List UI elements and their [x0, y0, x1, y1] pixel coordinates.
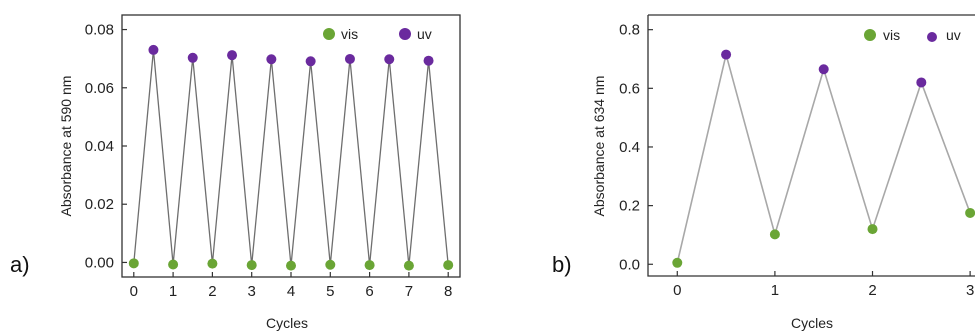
data-point-uv: [266, 54, 277, 65]
plot-frame-a: [121, 14, 461, 278]
legend-marker-uv-b: [927, 32, 937, 42]
y-tick-label: 0.8: [619, 22, 640, 39]
data-point-vis: [769, 229, 780, 240]
y-ticks-a: 0.00 0.02 0.04 0.06 0.08: [85, 22, 127, 271]
y-ticks-b: 0.0 0.2 0.4 0.6 0.8: [619, 22, 653, 273]
data-point-vis: [286, 260, 296, 271]
x-tick-label: 0: [673, 282, 681, 299]
series-lines-b: [676, 54, 971, 263]
cycle-line: [676, 54, 971, 263]
data-point-vis: [403, 260, 414, 271]
legend-b: vis uv: [864, 27, 961, 43]
data-point-vis: [168, 259, 179, 270]
data-point-vis: [128, 258, 139, 269]
legend-label-uv-a: uv: [417, 26, 432, 42]
x-tick-label: 8: [444, 283, 452, 300]
data-point-vis: [672, 257, 683, 268]
legend-marker-vis-b: [864, 29, 876, 41]
data-point-uv: [148, 44, 159, 55]
legend-a: vis uv: [323, 26, 432, 42]
data-point-vis: [965, 207, 975, 218]
x-tick-label: 0: [130, 283, 138, 300]
data-point-vis: [867, 224, 878, 235]
series-points-b: [672, 49, 975, 268]
chart-panel-a: 0.00 0.02 0.04 0.06 0.08 0 1 2 3 4 5 6 7 8 vis uv Ab…: [10, 14, 461, 331]
x-tick-label: 1: [771, 282, 779, 299]
data-point-vis: [443, 260, 454, 271]
y-tick-label: 0.6: [619, 80, 640, 97]
y-axis-title-b: Absorbance at 634 nm: [591, 76, 607, 217]
legend-label-uv-b: uv: [946, 27, 961, 43]
data-point-vis: [325, 259, 336, 270]
legend-label-vis-a: vis: [341, 26, 358, 42]
x-tick-label: 7: [405, 283, 413, 300]
data-point-vis: [246, 260, 257, 271]
panel-label-b: b): [552, 252, 572, 277]
legend-marker-vis-a: [323, 28, 335, 40]
legend-label-vis-b: vis: [883, 27, 900, 43]
series-points-a: [128, 44, 454, 271]
series-lines-a: [133, 49, 449, 266]
data-point-uv: [305, 56, 316, 67]
x-axis-title-a: Cycles: [266, 315, 308, 331]
y-tick-label: 0.00: [85, 254, 114, 271]
data-point-vis: [364, 260, 375, 271]
data-point-uv: [818, 64, 829, 75]
x-ticks-b: 0 1 2 3: [673, 271, 974, 299]
data-point-uv: [423, 55, 434, 66]
x-tick-label: 2: [208, 283, 216, 300]
x-tick-label: 5: [326, 283, 334, 300]
data-point-uv: [384, 54, 395, 65]
cycle-line: [133, 49, 449, 266]
data-point-uv: [721, 49, 732, 60]
y-tick-label: 0.08: [85, 22, 114, 39]
data-point-uv: [916, 77, 927, 88]
data-point-uv: [227, 50, 238, 61]
data-point-uv: [187, 52, 198, 63]
x-axis-title-b: Cycles: [791, 315, 833, 331]
y-tick-label: 0.02: [85, 196, 114, 213]
y-tick-label: 0.04: [85, 138, 114, 155]
y-axis-title-a: Absorbance at 590 nm: [58, 76, 74, 217]
x-tick-label: 3: [248, 283, 256, 300]
x-tick-label: 6: [365, 283, 373, 300]
y-tick-label: 0.2: [619, 198, 640, 215]
plot-frame-b: [647, 14, 975, 277]
data-point-uv: [344, 53, 355, 64]
x-tick-label: 3: [966, 282, 974, 299]
x-tick-label: 1: [169, 283, 177, 300]
y-tick-label: 0.06: [85, 80, 114, 97]
data-point-vis: [207, 258, 218, 269]
y-tick-label: 0.4: [619, 139, 640, 156]
x-tick-label: 2: [868, 282, 876, 299]
x-ticks-a: 0 1 2 3 4 5 6 7 8: [130, 272, 452, 300]
y-tick-label: 0.0: [619, 256, 640, 273]
x-tick-label: 4: [287, 283, 295, 300]
panel-label-a: a): [10, 252, 30, 277]
legend-marker-uv-a: [399, 28, 411, 40]
chart-panel-b: 0.0 0.2 0.4 0.6 0.8 0 1 2 3 vis uv Absorbance a…: [552, 14, 975, 331]
